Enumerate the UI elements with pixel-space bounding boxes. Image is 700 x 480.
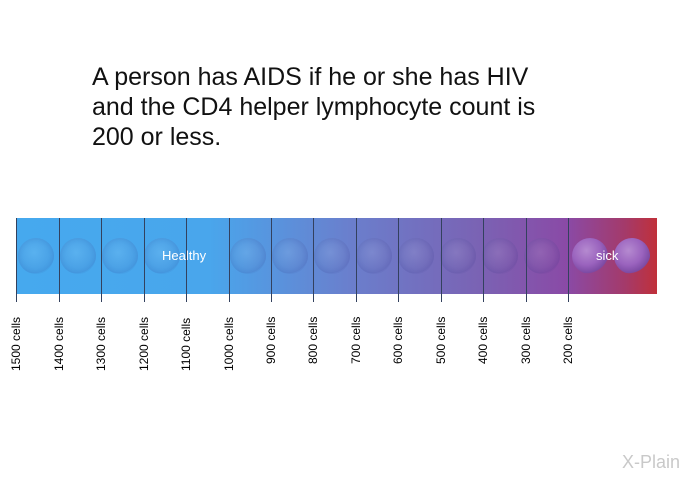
headline-line-2: and the CD4 helper lymphocyte count is — [92, 93, 536, 121]
tick-mark — [144, 218, 145, 302]
tick-label-1500: 1500 cells — [9, 316, 23, 371]
xplain-logo-text: X-Plain — [622, 452, 681, 472]
tick-mark — [271, 218, 272, 302]
sick-label: sick — [596, 248, 619, 263]
tick-mark — [101, 218, 102, 302]
tick-mark — [186, 218, 187, 302]
lymphocyte-icon — [356, 238, 392, 274]
lymphocyte-icon — [230, 238, 266, 274]
lymphocyte-icon — [614, 238, 650, 274]
lymphocyte-icon — [572, 238, 608, 274]
lymphocyte-icon — [524, 238, 560, 274]
tick-label-1000: 1000 cells — [222, 316, 236, 371]
headline: A person has AIDS if he or she has HIV a… — [92, 62, 612, 152]
tick-label-500: 500 cells — [434, 316, 448, 364]
tick-mark — [356, 218, 357, 302]
tick-mark — [59, 218, 60, 302]
tick-label-700: 700 cells — [349, 316, 363, 364]
tick-label-900: 900 cells — [264, 316, 278, 364]
tick-mark — [16, 218, 17, 302]
lymphocyte-icon — [398, 238, 434, 274]
tick-label-300: 300 cells — [519, 316, 533, 364]
lymphocyte-icon — [144, 238, 180, 274]
lymphocyte-icon — [314, 238, 350, 274]
healthy-label: Healthy — [162, 248, 207, 263]
lymphocyte-icon — [102, 238, 138, 274]
tick-mark — [229, 218, 230, 302]
headline-line-3: 200 or less. — [92, 123, 222, 151]
tick-label-600: 600 cells — [391, 316, 405, 364]
xplain-logo: X-Plain — [622, 452, 680, 473]
headline-line-1: A person has AIDS if he or she has HIV — [92, 63, 529, 91]
lymphocyte-icon — [482, 238, 518, 274]
tick-label-800: 800 cells — [306, 316, 320, 364]
tick-mark — [313, 218, 314, 302]
tick-mark — [441, 218, 442, 302]
tick-label-1300: 1300 cells — [94, 316, 108, 371]
tick-label-400: 400 cells — [476, 316, 490, 364]
tick-label-1200: 1200 cells — [137, 316, 151, 371]
tick-mark — [398, 218, 399, 302]
tick-label-200: 200 cells — [561, 316, 575, 364]
tick-mark — [526, 218, 527, 302]
lymphocyte-icon — [272, 238, 308, 274]
lymphocyte-icon — [18, 238, 54, 274]
cd4-scale-bar: Healthy sick — [16, 218, 657, 294]
lymphocyte-icon — [60, 238, 96, 274]
tick-mark — [483, 218, 484, 302]
tick-mark — [568, 218, 569, 302]
lymphocyte-icon — [440, 238, 476, 274]
tick-label-1100: 1100 cells — [179, 317, 193, 371]
tick-label-1400: 1400 cells — [52, 316, 66, 371]
